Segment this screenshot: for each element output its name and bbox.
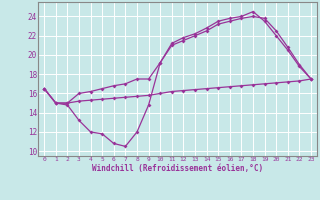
X-axis label: Windchill (Refroidissement éolien,°C): Windchill (Refroidissement éolien,°C) <box>92 164 263 173</box>
